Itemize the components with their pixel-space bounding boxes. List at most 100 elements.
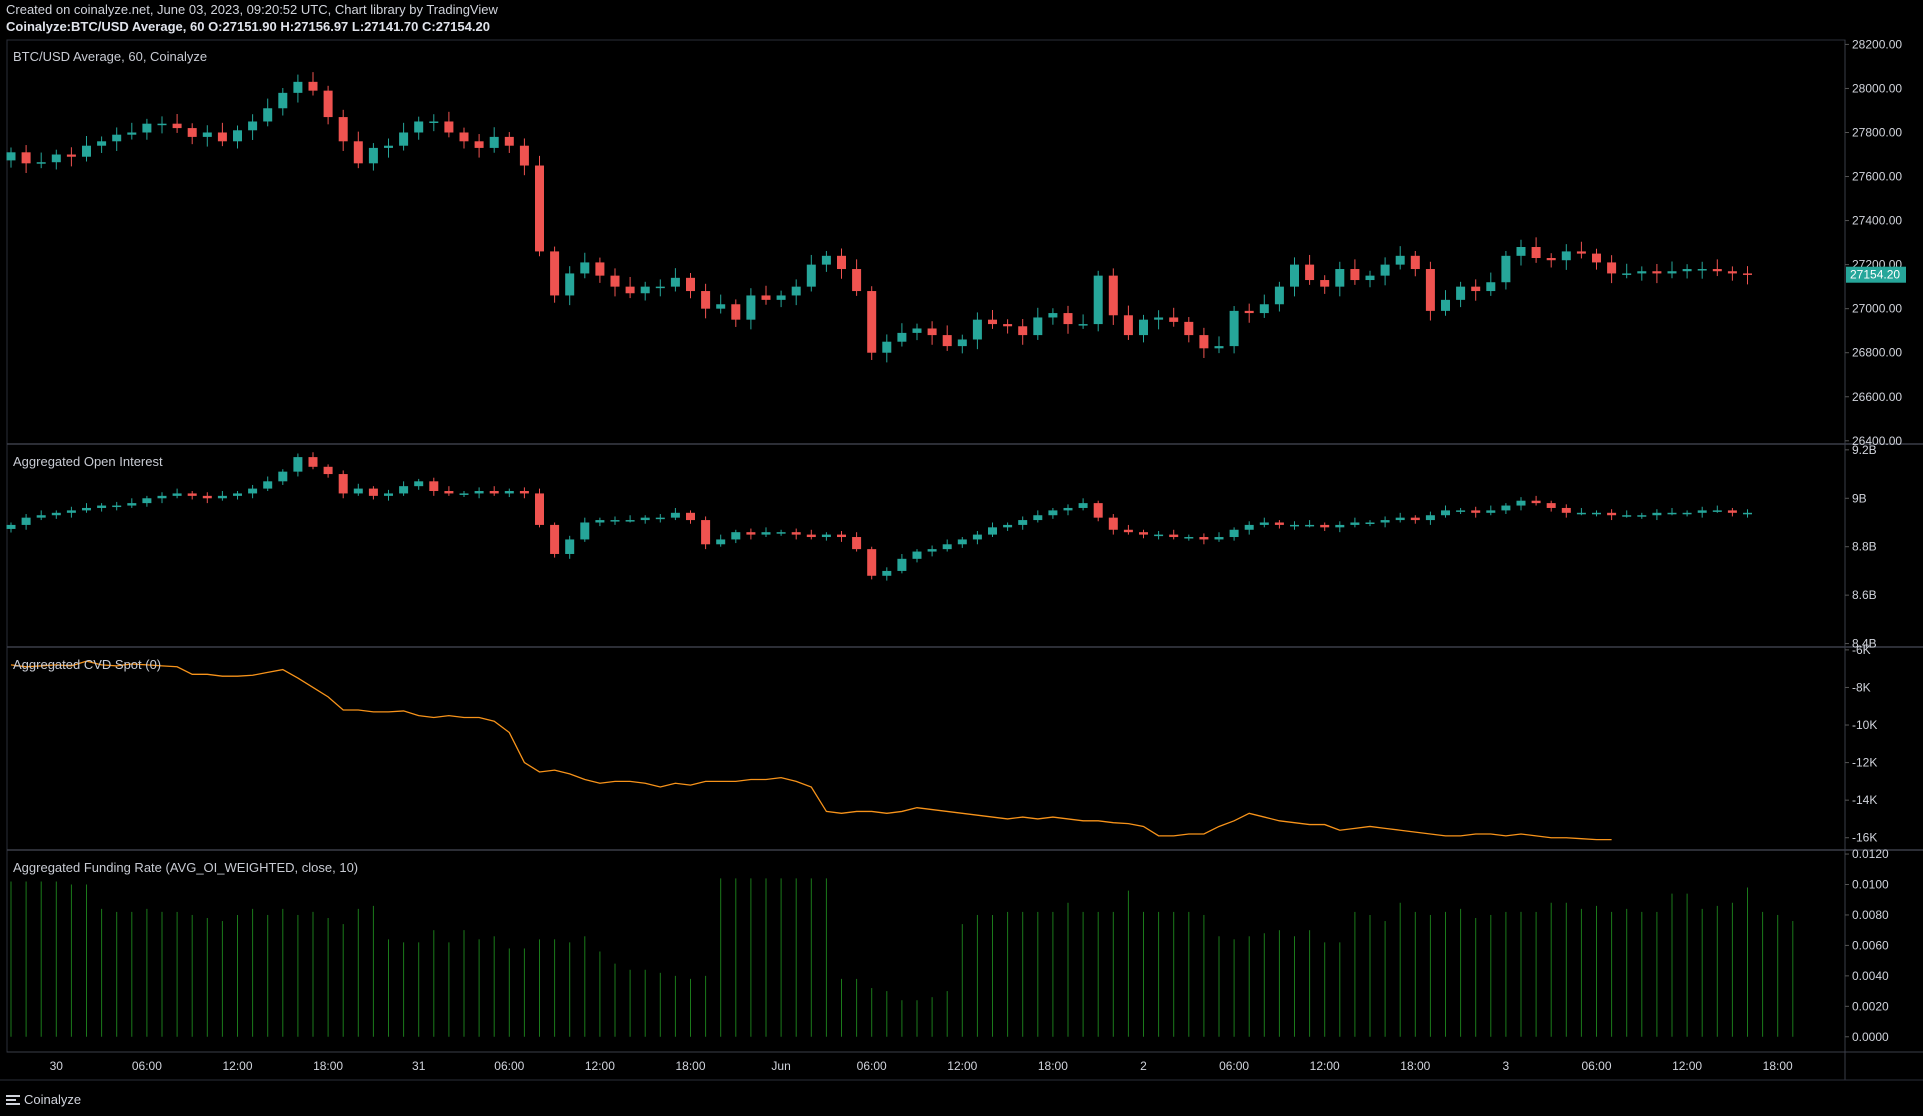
candle-body	[791, 532, 801, 535]
symbol-ohlc-line: Coinalyze:BTC/USD Average, 60 O:27151.90…	[6, 19, 490, 34]
cvd-pane-title: Aggregated CVD Spot (0)	[13, 657, 162, 672]
candle-body	[852, 537, 862, 550]
candle-body	[1682, 512, 1692, 515]
y-tick-label: 27400.00	[1852, 214, 1902, 228]
candle-body	[1727, 510, 1737, 513]
footer-brand[interactable]: Coinalyze	[6, 1092, 81, 1107]
ohlc-values: O:27151.90 H:27156.97 L:27141.70 C:27154…	[208, 19, 490, 34]
candle-body	[686, 512, 695, 521]
candle-body	[1018, 520, 1028, 525]
x-tick-label: 06:00	[132, 1059, 162, 1073]
candle-body	[157, 123, 167, 126]
y-tick-label: 0.0040	[1852, 969, 1889, 983]
candle-body	[972, 319, 982, 340]
candle-body	[1456, 510, 1466, 512]
candle-body	[1003, 524, 1013, 528]
candle-body	[1335, 524, 1345, 528]
candle-body	[21, 152, 31, 164]
candle-body	[202, 132, 212, 137]
candle-body	[1290, 264, 1299, 287]
candle-body	[897, 558, 907, 571]
candle-body	[1290, 524, 1299, 527]
candle-body	[1154, 534, 1164, 537]
candle-body	[1667, 271, 1677, 274]
candle-body	[1727, 271, 1737, 274]
candle-body	[1652, 271, 1662, 274]
candle-body	[414, 481, 424, 487]
candle-body	[867, 291, 877, 353]
candle-body	[263, 481, 273, 489]
candle-body	[1259, 522, 1269, 525]
candle-body	[897, 332, 907, 342]
y-tick-label: 8.8B	[1852, 540, 1877, 554]
y-tick-label: 8.4B	[1852, 637, 1877, 651]
candle-body	[1622, 515, 1632, 517]
y-tick-label: 0.0000	[1852, 1030, 1889, 1044]
candle-body	[1395, 517, 1405, 521]
symbol-title: Coinalyze:BTC/USD Average, 60	[6, 19, 205, 34]
candle-body	[1274, 522, 1284, 525]
candle-body	[580, 522, 590, 540]
x-tick-label: 12:00	[585, 1059, 615, 1073]
candle-body	[776, 295, 786, 300]
candle-body	[1743, 512, 1752, 515]
candle-body	[142, 498, 152, 504]
candle-body	[1063, 313, 1073, 325]
candle-body	[912, 328, 922, 333]
y-tick-label: -16K	[1852, 831, 1877, 845]
candle-body	[1365, 275, 1375, 281]
candle-body	[1667, 512, 1677, 515]
candle-body	[6, 524, 16, 529]
candle-body	[1546, 258, 1556, 261]
candle-body	[610, 275, 620, 287]
candle-body	[459, 493, 469, 495]
candle-body	[278, 471, 288, 482]
candle-body	[550, 524, 560, 554]
price-pane-title: BTC/USD Average, 60, Coinalyze	[13, 49, 208, 64]
x-tick-label: 18:00	[1400, 1059, 1430, 1073]
x-tick-label: 06:00	[1581, 1059, 1611, 1073]
candle-body	[1139, 532, 1148, 535]
candle-body	[1441, 299, 1450, 311]
candle-body	[202, 495, 212, 499]
candle-body	[414, 121, 424, 133]
candle-body	[701, 291, 711, 309]
candle-body	[565, 273, 575, 296]
candle-body	[1425, 515, 1435, 521]
x-tick-label: 06:00	[494, 1059, 524, 1073]
candle-body	[308, 457, 318, 467]
candle-body	[429, 121, 439, 123]
candle-body	[1697, 510, 1707, 513]
footer-brand-label: Coinalyze	[24, 1092, 82, 1107]
candle-body	[670, 277, 680, 287]
candle-body	[474, 491, 484, 494]
y-tick-label: 28200.00	[1852, 37, 1902, 51]
candle-body	[625, 286, 635, 294]
candle-body	[1380, 520, 1390, 523]
x-tick-label: 18:00	[1763, 1059, 1793, 1073]
candle-body	[21, 517, 31, 525]
candle-body	[988, 319, 997, 325]
funding-pane-title: Aggregated Funding Rate (AVG_OI_WEIGHTED…	[13, 860, 359, 875]
candle-body	[1471, 510, 1481, 513]
candle-body	[1576, 251, 1586, 254]
candle-body	[489, 491, 499, 494]
candle-body	[1365, 522, 1375, 524]
candle-body	[489, 136, 499, 148]
candle-body	[187, 128, 197, 137]
candle-body	[429, 481, 439, 492]
candle-body	[82, 145, 91, 157]
candle-body	[504, 491, 514, 494]
x-tick-label: 06:00	[857, 1059, 887, 1073]
candle-body	[1516, 247, 1526, 256]
candle-body	[1320, 524, 1330, 528]
candle-body	[595, 520, 605, 523]
candle-body	[550, 251, 560, 296]
candle-body	[1637, 271, 1647, 274]
y-tick-label: 9B	[1852, 491, 1867, 505]
candle-body	[716, 304, 726, 309]
candle-body	[806, 534, 816, 538]
candle-body	[791, 286, 801, 296]
candle-body	[1531, 500, 1541, 504]
